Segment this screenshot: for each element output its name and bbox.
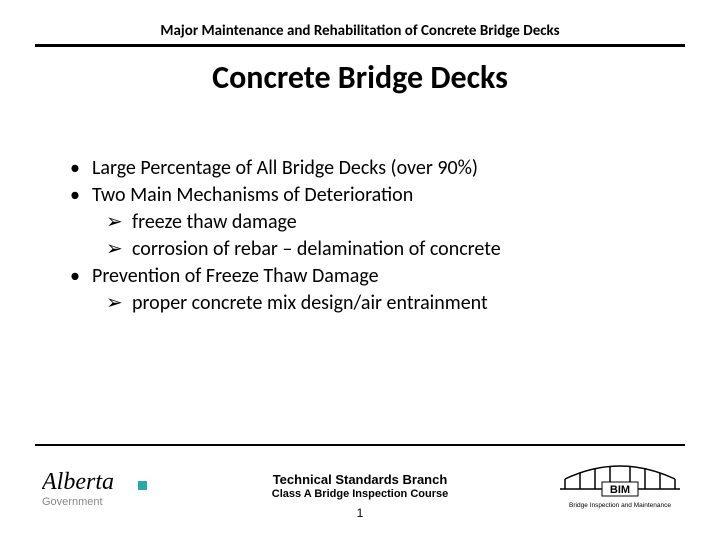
sub-bullet-text: proper concrete mix design/air entrainme… xyxy=(132,290,488,317)
bullet-text: Two Main Mechanisms of Deterioration xyxy=(92,182,413,209)
sub-bullet-text: freeze thaw damage xyxy=(132,209,297,236)
bim-logo: BIM Bridge Inspection and Maintenance xyxy=(560,459,680,518)
slide-title: Concrete Bridge Decks xyxy=(0,58,720,97)
bullet-item: • Large Percentage of All Bridge Decks (… xyxy=(70,155,670,182)
header-subtitle: Major Maintenance and Rehabilitation of … xyxy=(0,22,720,40)
header-divider xyxy=(35,44,685,47)
bullet-icon: • xyxy=(70,182,92,209)
bullet-icon: • xyxy=(70,155,92,182)
bullet-item: • Prevention of Freeze Thaw Damage xyxy=(70,263,670,290)
sub-bullet-item: ➢ freeze thaw damage xyxy=(70,209,670,236)
bullet-text: Large Percentage of All Bridge Decks (ov… xyxy=(92,155,478,182)
bullet-content: • Large Percentage of All Bridge Decks (… xyxy=(70,155,670,317)
arrow-icon: ➢ xyxy=(106,209,132,236)
bullet-text: Prevention of Freeze Thaw Damage xyxy=(92,263,379,290)
sub-bullet-item: ➢ corrosion of rebar – delamination of c… xyxy=(70,236,670,263)
bullet-item: • Two Main Mechanisms of Deterioration xyxy=(70,182,670,209)
sub-bullet-item: ➢ proper concrete mix design/air entrain… xyxy=(70,290,670,317)
sub-bullet-text: corrosion of rebar – delamination of con… xyxy=(132,236,501,263)
bullet-icon: • xyxy=(70,263,92,290)
footer-divider xyxy=(35,444,685,446)
bim-subtext: Bridge Inspection and Maintenance xyxy=(569,502,671,509)
arrow-icon: ➢ xyxy=(106,236,132,263)
arrow-icon: ➢ xyxy=(106,290,132,317)
bim-abbr: BIM xyxy=(610,484,630,496)
